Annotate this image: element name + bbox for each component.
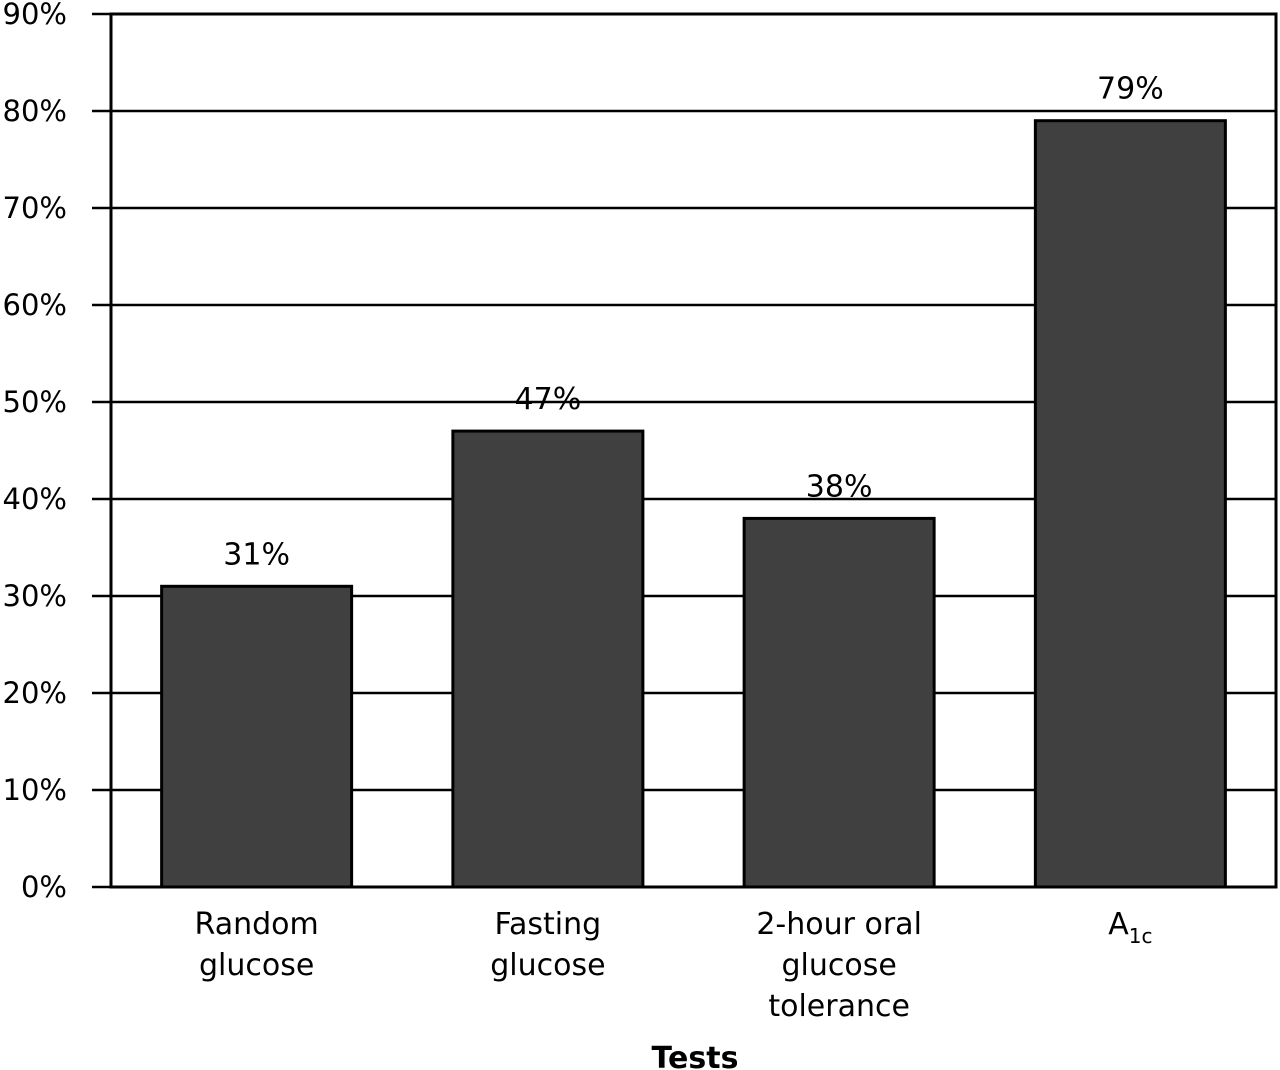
y-tick-label: 40% — [3, 482, 67, 516]
bar — [160, 584, 354, 889]
y-tick-label: 60% — [3, 288, 67, 322]
x-category-label: glucose — [199, 948, 314, 983]
y-tick-label: 0% — [21, 870, 67, 904]
y-tick-label: 30% — [3, 579, 67, 613]
y-tick-label: 90% — [3, 0, 67, 31]
x-category-label: Random — [195, 907, 319, 942]
y-tick-label: 20% — [3, 676, 67, 710]
bar — [1033, 119, 1227, 889]
bar-value-label: 38% — [806, 469, 873, 504]
bar — [451, 429, 645, 889]
bars — [160, 119, 1227, 889]
y-tick-label: 50% — [3, 385, 67, 419]
x-category-label: 2-hour oral — [756, 907, 922, 942]
y-tick-label: 80% — [3, 94, 67, 128]
bar-value-label: 79% — [1097, 72, 1164, 107]
y-axis-ticks: 0% 10% 20% 30% 40% 50% 60% 70% 80% 90% — [3, 0, 67, 904]
value-labels: 31% 47% 38% 79% — [223, 72, 1163, 573]
x-axis-categories: Random glucose Fasting glucose 2-hour oral gl… — [195, 907, 1153, 1024]
y-tick-label: 10% — [3, 773, 67, 807]
x-category-label: A1c — [1108, 907, 1152, 948]
x-category-label: Fasting — [495, 907, 602, 942]
bar-value-label: 47% — [515, 382, 582, 417]
x-category-label: glucose — [490, 948, 605, 983]
x-category-label: glucose — [781, 948, 896, 983]
x-axis-title: Tests — [652, 1041, 739, 1070]
y-tick-label: 70% — [3, 191, 67, 225]
bar — [742, 516, 936, 889]
bar-value-label: 31% — [223, 537, 290, 572]
plot-border — [109, 12, 1278, 889]
plot-frame — [109, 12, 1278, 889]
x-category-label: tolerance — [768, 989, 910, 1024]
